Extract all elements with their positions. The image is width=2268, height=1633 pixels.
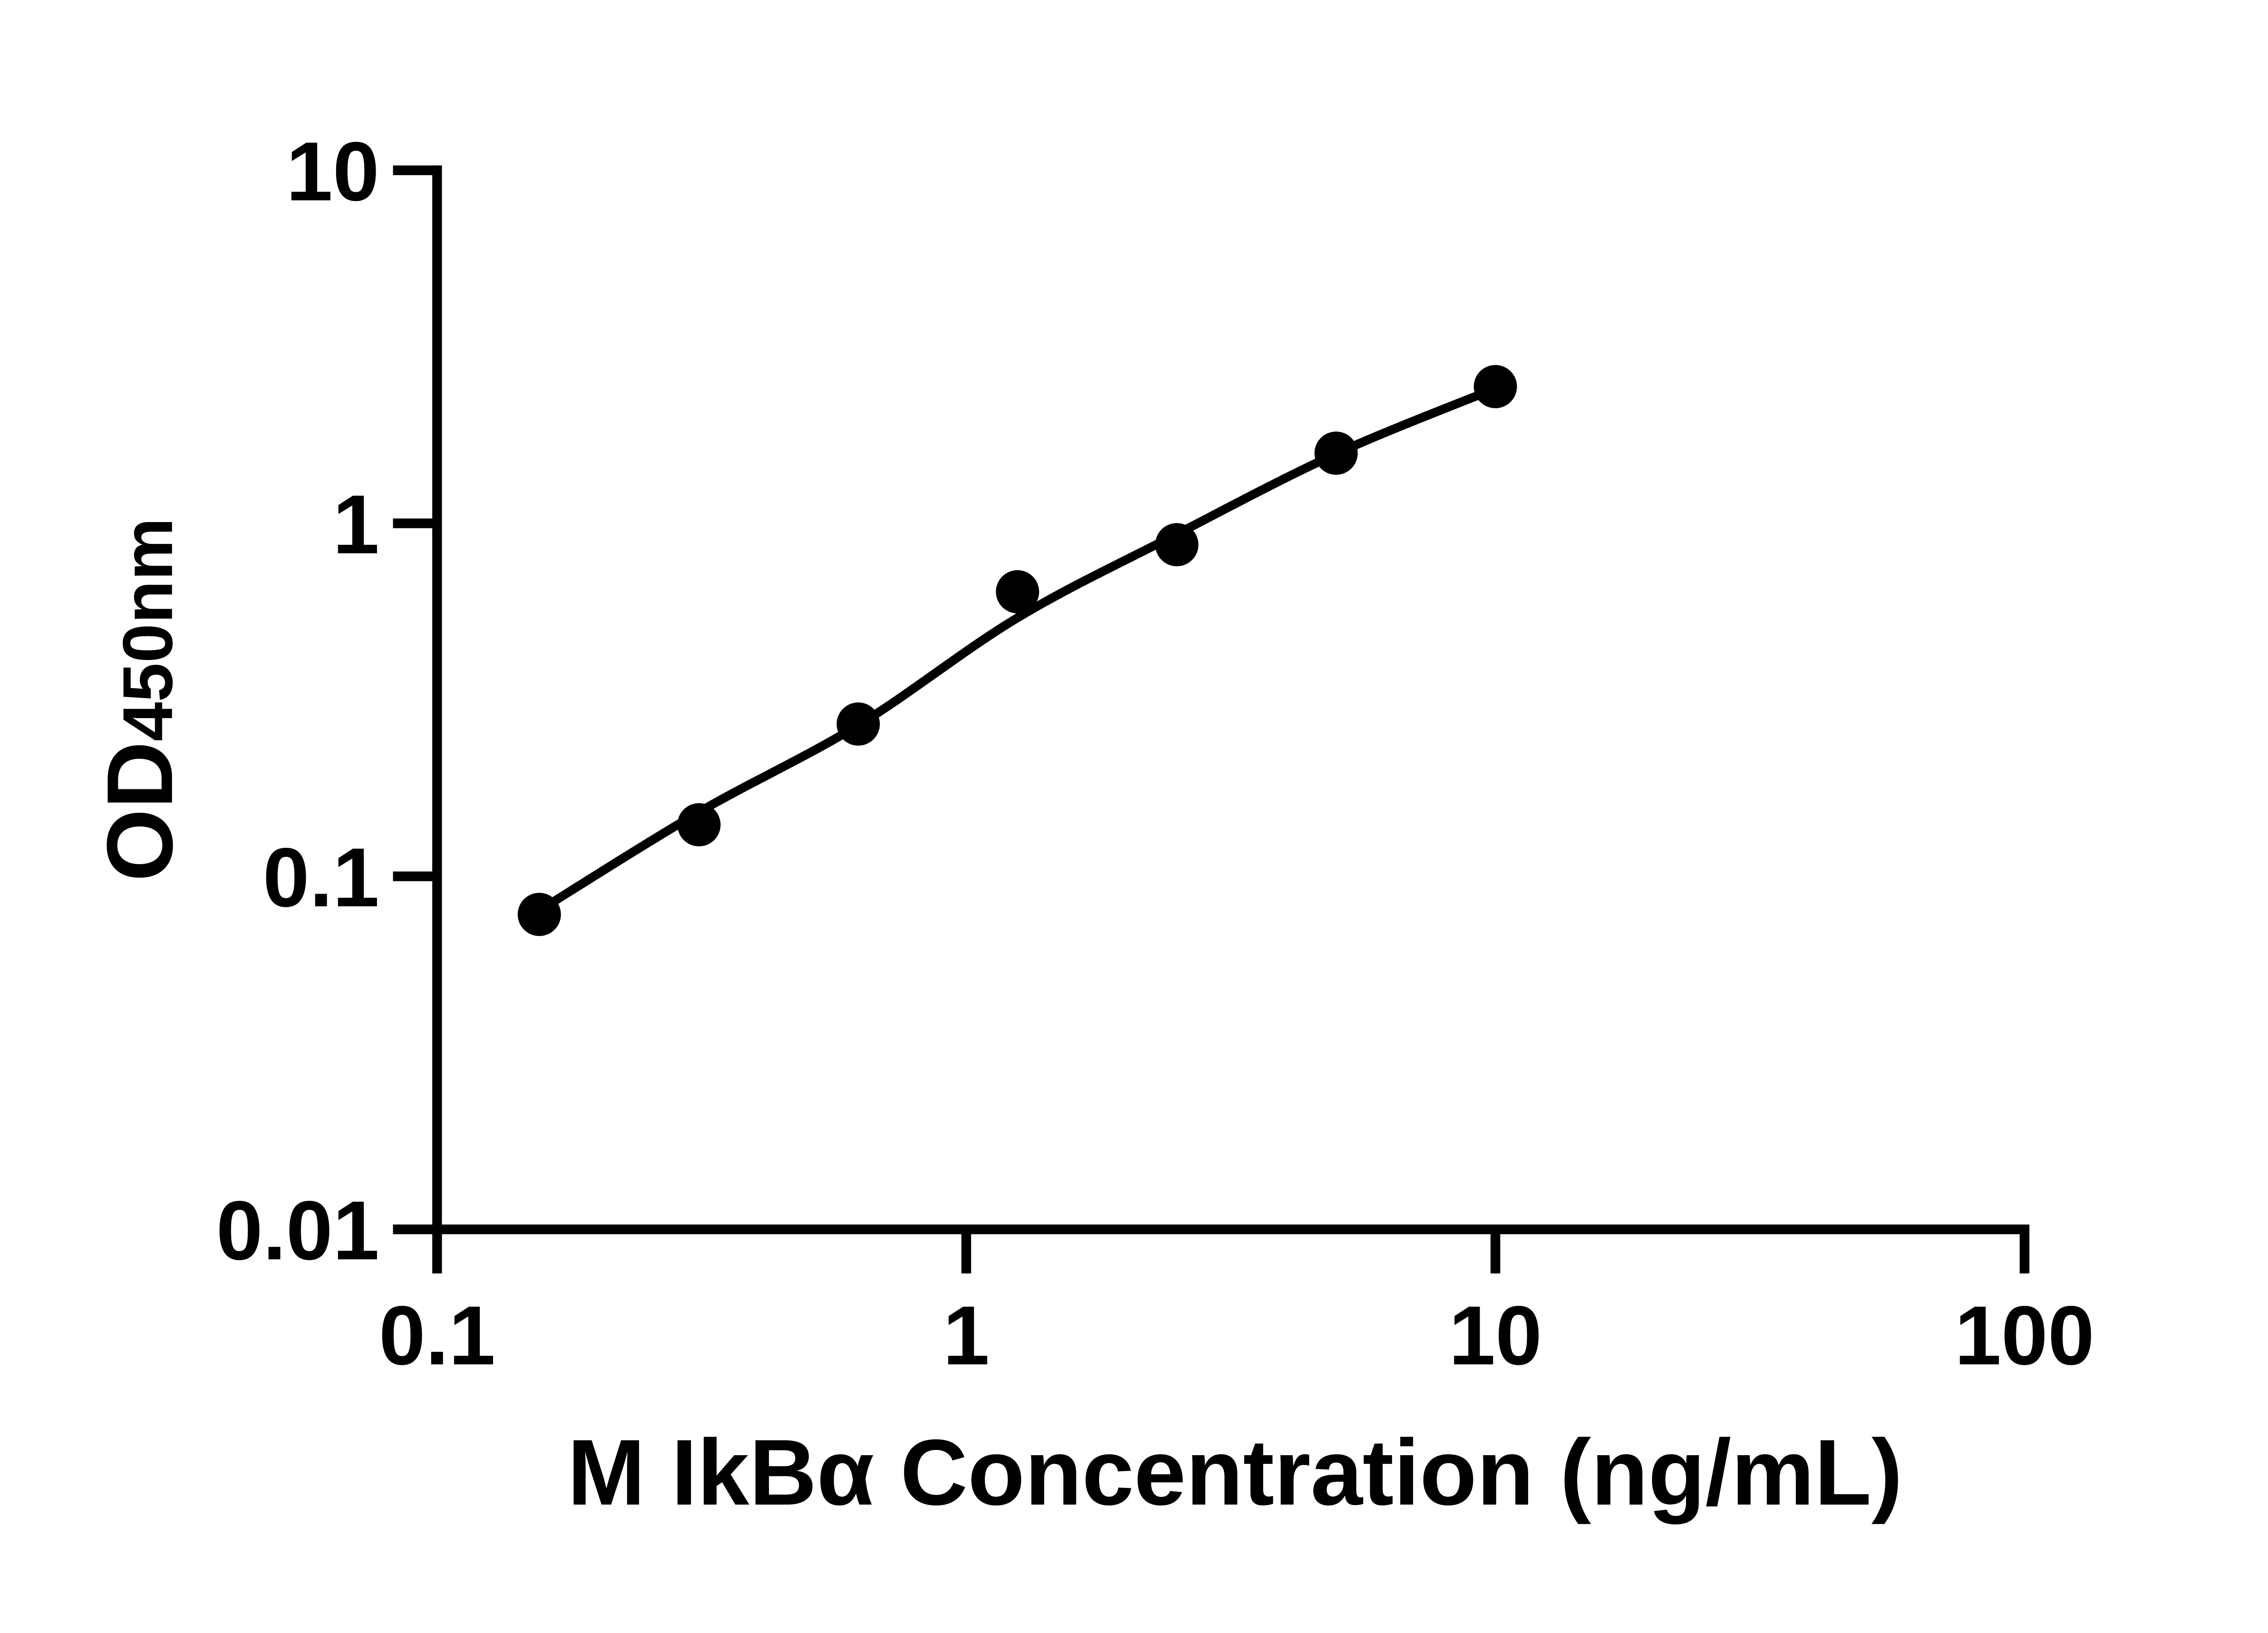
data-points [518, 365, 1517, 936]
x-tick-label: 1 [943, 1289, 990, 1383]
x-axis-tick-labels: 0.1 1 10 100 [379, 1289, 2094, 1383]
data-point [996, 570, 1039, 614]
x-tick-label: 0.1 [379, 1289, 495, 1383]
y-tick-label: 0.01 [216, 1184, 380, 1277]
x-tick-label: 10 [1449, 1289, 1542, 1383]
y-axis-title: OD450nm [87, 518, 192, 881]
data-point [836, 702, 880, 746]
y-axis-title-subscript: 450nm [108, 518, 187, 741]
y-tick-label: 10 [286, 125, 380, 219]
data-point [1155, 523, 1199, 567]
y-tick-label: 1 [333, 478, 380, 572]
y-axis-ticks [393, 165, 437, 1234]
data-point [1474, 365, 1517, 408]
y-axis-tick-labels: 10 1 0.1 0.01 [216, 125, 380, 1278]
x-tick-label: 100 [1955, 1289, 2094, 1383]
data-point [518, 893, 561, 936]
x-axis-ticks [432, 1229, 2029, 1274]
data-point [677, 803, 721, 846]
y-tick-label: 0.1 [263, 831, 379, 924]
y-axis-title-main: OD [87, 741, 192, 881]
plot-area: 10 1 0.1 0.01 0.1 1 10 100 [216, 125, 2095, 1383]
x-axis-title: M IkBα Concentration (ng/mL) [567, 1420, 1903, 1525]
data-point [1314, 431, 1358, 475]
